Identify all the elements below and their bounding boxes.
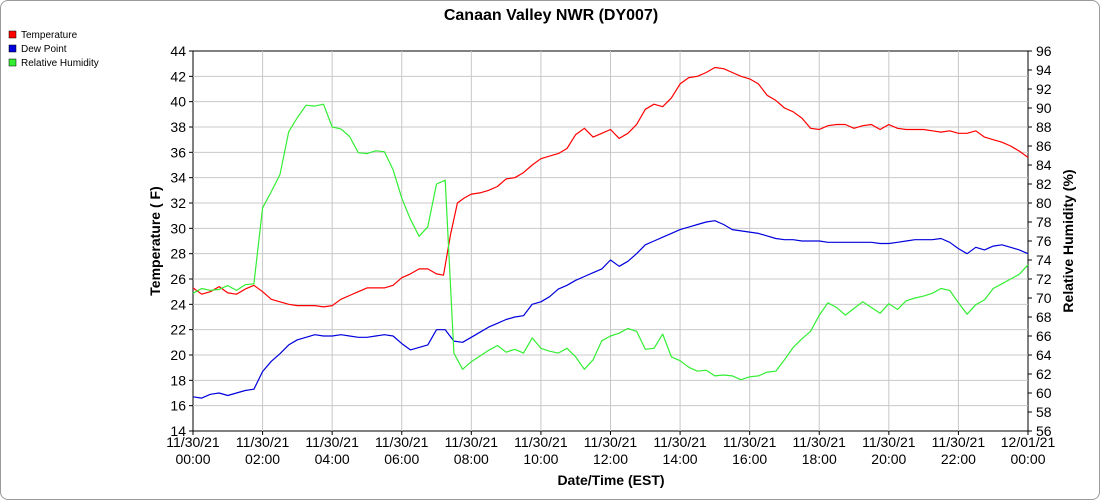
y2-tick-label: 92 (1036, 81, 1052, 97)
x-tick-label-date: 11/30/21 (653, 434, 707, 450)
x-tick-label-date: 11/30/21 (375, 434, 429, 450)
y-tick-label: 42 (170, 68, 186, 84)
x-tick-label-date: 11/30/21 (514, 434, 568, 450)
y-axis-label: Temperature ( F) (147, 186, 163, 295)
y-tick-label: 32 (170, 195, 186, 211)
y2-tick-label: 56 (1036, 423, 1052, 439)
x-tick-label-time: 00:00 (175, 451, 210, 467)
y-tick-label: 22 (170, 322, 186, 338)
y2-tick-label: 74 (1036, 252, 1052, 268)
x-axis-ticks: 11/30/2100:0011/30/2102:0011/30/2104:001… (166, 431, 1055, 467)
x-tick-label-time: 18:00 (802, 451, 837, 467)
y2-tick-label: 96 (1036, 43, 1052, 59)
legend-swatch-dew-point (8, 44, 17, 53)
legend-swatch-temperature (8, 30, 17, 39)
x-tick-label-time: 14:00 (663, 451, 698, 467)
y2-axis-label: Relative Humidity (%) (1060, 169, 1076, 312)
y2-tick-label: 80 (1036, 195, 1052, 211)
x-tick-label-date: 12/01/21 (1001, 434, 1056, 450)
y-tick-label: 28 (170, 246, 186, 262)
y2-tick-label: 86 (1036, 138, 1052, 154)
legend-label-relative-humidity: Relative Humidity (21, 58, 99, 69)
x-tick-label-date: 11/30/21 (723, 434, 777, 450)
x-tick-label-time: 02:00 (245, 451, 280, 467)
y2-tick-label: 60 (1036, 385, 1052, 401)
y2-tick-label: 82 (1036, 176, 1052, 192)
x-tick-label-time: 22:00 (941, 451, 976, 467)
y2-tick-label: 90 (1036, 100, 1052, 116)
y-tick-label: 44 (170, 43, 186, 59)
y-tick-label: 38 (170, 119, 186, 135)
y2-tick-label: 68 (1036, 309, 1052, 325)
x-tick-label-time: 16:00 (732, 451, 767, 467)
y-tick-label: 36 (170, 144, 186, 160)
y2-tick-label: 72 (1036, 271, 1052, 287)
x-tick-label-date: 11/30/21 (445, 434, 499, 450)
y-tick-label: 14 (170, 423, 186, 439)
x-tick-label-date: 11/30/21 (236, 434, 290, 450)
legend: Temperature Dew Point Relative Humidity (8, 30, 99, 69)
x-axis-label: Date/Time (EST) (557, 472, 664, 488)
right-axis-ticks: 56 58 60 62 64 66 68 70 72 74 76 78 80 82 84 86 88 90 92 94… (1028, 43, 1052, 439)
x-tick-label-time: 00:00 (1010, 451, 1045, 467)
x-tick-label-date: 11/30/21 (932, 434, 986, 450)
grid-lines (193, 51, 1028, 431)
x-tick-label-time: 04:00 (315, 451, 350, 467)
x-tick-label-date: 11/30/21 (862, 434, 916, 450)
y-tick-label: 34 (170, 170, 186, 186)
x-tick-label-date: 11/30/21 (166, 434, 220, 450)
y2-tick-label: 66 (1036, 328, 1052, 344)
chart-title: Canaan Valley NWR (DY007) (444, 7, 658, 24)
y-tick-label: 18 (170, 372, 186, 388)
x-tick-label-date: 11/30/21 (305, 434, 359, 450)
y2-tick-label: 84 (1036, 157, 1052, 173)
legend-label-dew-point: Dew Point (21, 44, 67, 55)
y2-tick-label: 76 (1036, 233, 1052, 249)
y2-tick-label: 88 (1036, 119, 1052, 135)
y2-tick-label: 64 (1036, 347, 1052, 363)
x-tick-label-time: 08:00 (454, 451, 489, 467)
x-tick-label-time: 20:00 (871, 451, 906, 467)
relative-humidity-line (192, 103, 1029, 381)
x-tick-label-date: 11/30/21 (584, 434, 638, 450)
y2-tick-label: 78 (1036, 214, 1052, 230)
y-tick-label: 40 (170, 94, 186, 110)
y-tick-label: 24 (170, 296, 186, 312)
y-tick-label: 30 (170, 220, 186, 236)
x-tick-label-time: 12:00 (593, 451, 628, 467)
x-tick-label-time: 10:00 (523, 451, 558, 467)
temperature-line (192, 66, 1029, 308)
y2-tick-label: 62 (1036, 366, 1052, 382)
left-axis-ticks: 14 16 18 20 22 24 26 28 30 32 34 36 38 40 42 44 (170, 43, 193, 439)
y-tick-label: 26 (170, 271, 186, 287)
y-tick-label: 16 (170, 398, 186, 414)
legend-swatch-relative-humidity (8, 58, 17, 67)
y-tick-label: 20 (170, 347, 186, 363)
series-lines (192, 66, 1029, 399)
x-tick-label-date: 11/30/21 (793, 434, 847, 450)
x-tick-label-time: 06:00 (384, 451, 419, 467)
y2-tick-label: 94 (1036, 62, 1052, 78)
legend-label-temperature: Temperature (21, 30, 78, 41)
dew-point-line (192, 220, 1029, 399)
y2-tick-label: 58 (1036, 404, 1052, 420)
y2-tick-label: 70 (1036, 290, 1052, 306)
